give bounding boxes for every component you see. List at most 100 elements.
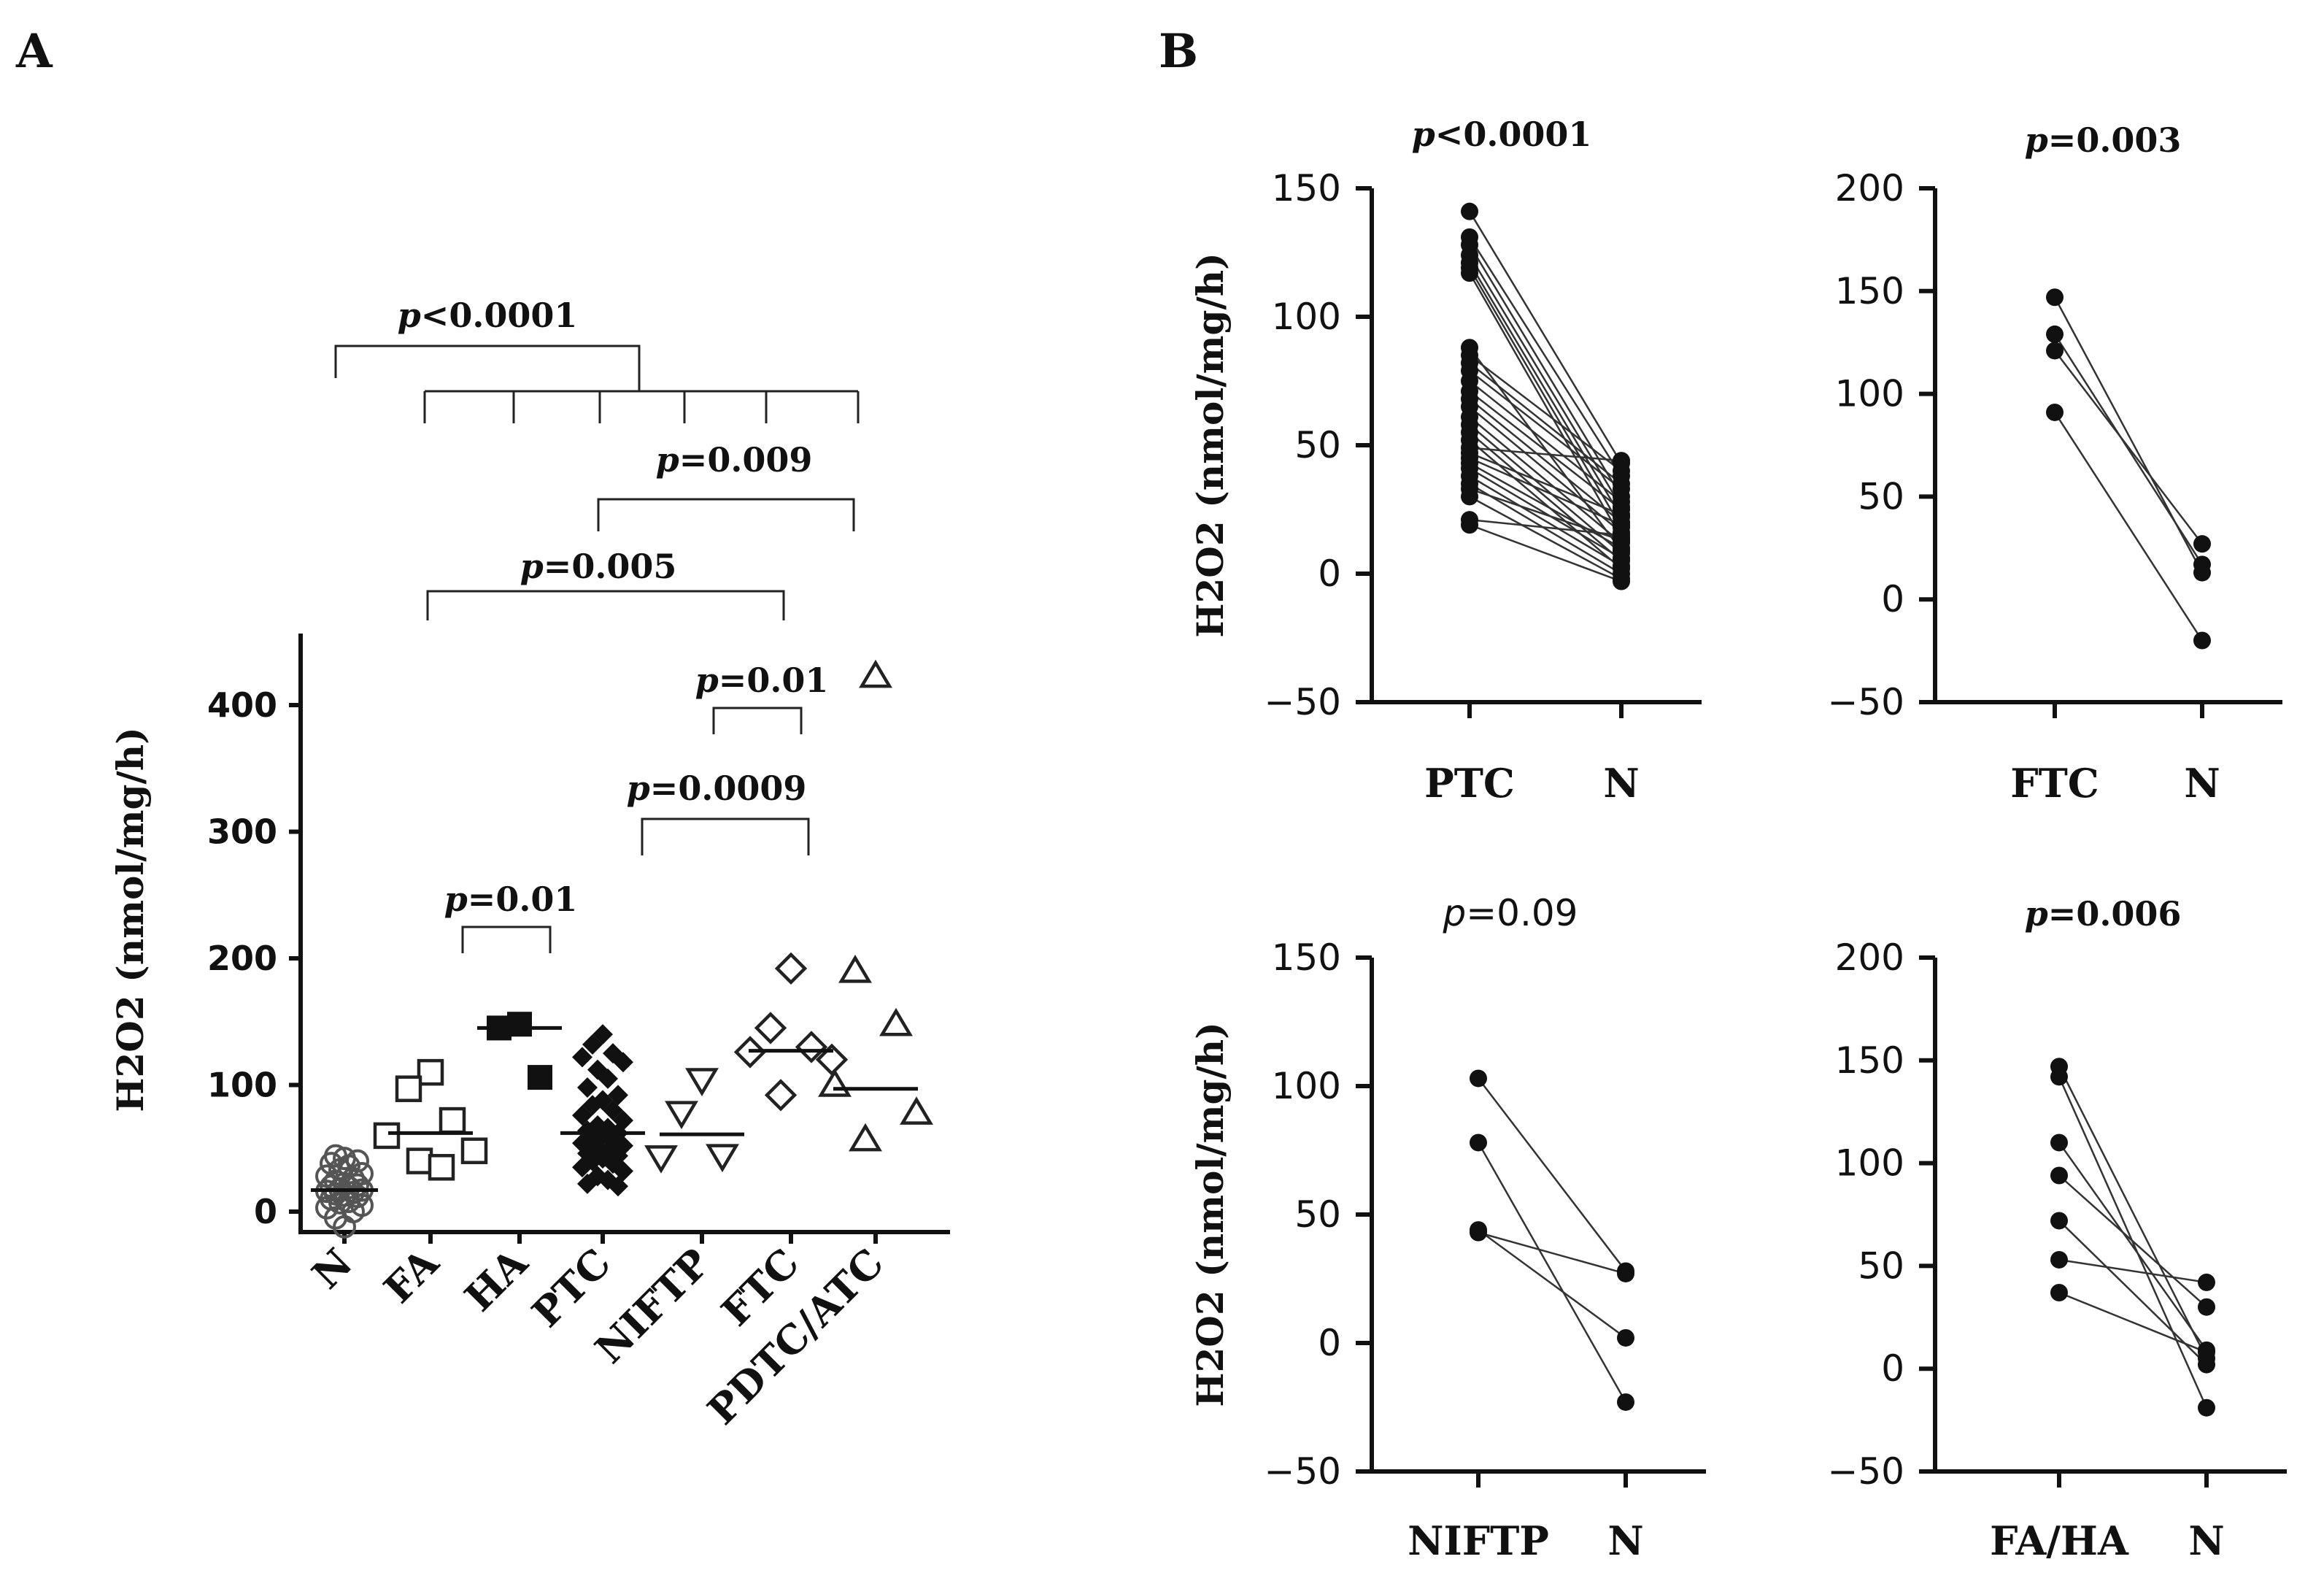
b-pair-line — [1478, 1231, 1626, 1275]
a-ytick-label: 200 — [207, 939, 277, 978]
b-ytick-label: 50 — [1294, 1193, 1341, 1236]
a-comparison-bracket — [334, 345, 641, 378]
b-xcat-label: N — [1603, 760, 1639, 807]
a-xcat-label: N — [303, 1239, 361, 1298]
b-pair-line — [1469, 354, 1622, 472]
b-pair-line — [1469, 462, 1622, 549]
a-comparison-pvalue-p: p — [695, 661, 719, 700]
b-pair-line — [1469, 467, 1622, 559]
b-point-tumor — [2050, 1212, 2068, 1230]
b-ytick-label: 50 — [1858, 1244, 1904, 1287]
b-pair-line — [1469, 416, 1622, 544]
b-pair-line — [2058, 1066, 2208, 1359]
b-ytick-label: 0 — [1881, 1347, 1904, 1390]
b-title-pvalue-rest: =0.006 — [2048, 894, 2182, 934]
a-point-open-triangle-down — [706, 1144, 739, 1173]
a-point-open-triangle-down — [644, 1145, 678, 1174]
b-point-tumor — [2046, 342, 2064, 360]
b-pair-line — [1477, 1142, 1627, 1403]
a-point-open-diamond — [754, 1012, 787, 1044]
a-xcat-label: FA — [374, 1239, 448, 1312]
b-title-pvalue-rest: =0.09 — [1466, 892, 1578, 934]
a-ytick-label: 0 — [254, 1192, 277, 1231]
b-point-tumor — [2050, 1166, 2068, 1185]
a-comparison-pvalue: p=0.01 — [444, 880, 578, 919]
a-comparison-pvalue-rest: =0.009 — [679, 440, 813, 480]
b-point-normal — [1617, 1328, 1634, 1347]
a-comparison-pvalue-p: p — [656, 440, 679, 480]
b-pair-line — [2053, 334, 2204, 566]
b-ytick-label: −50 — [1827, 681, 1904, 723]
a-ytick-label: 400 — [207, 685, 277, 725]
b-ytick-label: 200 — [1835, 936, 1904, 979]
b-pair-line — [1469, 475, 1622, 567]
b-axes — [1933, 188, 2282, 704]
b-point-tumor — [1470, 1223, 1487, 1242]
a-point-open-square — [406, 1147, 433, 1174]
b-pair-line — [1469, 406, 1622, 534]
b-ytick-label: 150 — [1272, 936, 1341, 979]
a-comparison-pvalue-rest: =0.0009 — [650, 769, 807, 808]
b-point-normal — [2193, 535, 2211, 553]
b-pair-line — [1468, 272, 1623, 539]
a-point-filled-diamond — [577, 1173, 598, 1194]
b-point-tumor — [2046, 288, 2064, 307]
a-comparison-pvalue: p=0.0009 — [627, 769, 807, 808]
a-point-filled-diamond — [577, 1077, 598, 1098]
a-point-filled-diamond — [613, 1052, 633, 1073]
a-point-open-square — [373, 1122, 401, 1150]
a-point-filled-diamond — [598, 1068, 618, 1089]
b-pair-line — [1469, 496, 1622, 580]
a-point-open-circle — [315, 1164, 339, 1188]
b-pair-line — [2053, 412, 2204, 642]
a-point-open-triangle-up — [879, 1007, 913, 1036]
b-pair-line — [2058, 1174, 2207, 1308]
a-point-open-triangle-up — [900, 1096, 933, 1125]
b-pair-line — [1469, 369, 1622, 490]
a-point-open-square — [417, 1058, 444, 1086]
b-point-normal — [2198, 1398, 2215, 1417]
a-point-filled-square — [528, 1065, 552, 1090]
a-comparison-pvalue-p: p — [627, 769, 650, 808]
b-pair-line — [1469, 431, 1622, 562]
a-point-open-diamond — [764, 1079, 798, 1112]
b-point-normal — [1617, 1264, 1634, 1282]
b-pair-line — [2058, 1142, 2208, 1351]
a-point-open-triangle-up — [818, 1069, 852, 1097]
a-point-open-square — [395, 1075, 422, 1102]
b-title-pvalue-p: p — [2025, 894, 2048, 934]
a-point-filled-diamond — [582, 1034, 603, 1055]
a-point-open-diamond — [815, 1043, 849, 1076]
b-ytick-label: 100 — [1272, 296, 1341, 338]
a-ytick-label: 100 — [207, 1066, 277, 1105]
b-xcat-label: PTC — [1424, 760, 1515, 807]
a-point-open-square — [428, 1154, 455, 1181]
b-title-pvalue: p=0.003 — [2025, 120, 2182, 160]
a-point-open-diamond — [774, 952, 808, 985]
a-point-filled-diamond — [572, 1047, 592, 1068]
b-point-normal — [1613, 480, 1630, 498]
b-title-pvalue: p=0.006 — [2025, 894, 2182, 934]
b-title-pvalue: p=0.09 — [1443, 892, 1578, 934]
b-pair-line — [1468, 254, 1623, 508]
b-pair-line — [1469, 380, 1622, 503]
b-xcat-label: N — [2184, 760, 2220, 807]
panel-label-b: B — [1159, 24, 1198, 79]
a-comparison-bracket — [641, 817, 810, 855]
b-pair-line — [1468, 267, 1623, 528]
b-point-tumor — [1461, 264, 1478, 282]
a-point-open-square — [460, 1137, 488, 1164]
b-title-pvalue-rest: =0.003 — [2048, 120, 2182, 160]
b-ytick-label: 100 — [1272, 1065, 1341, 1107]
b-pair-line — [1469, 398, 1622, 523]
b-ytick-label: 150 — [1272, 167, 1341, 209]
b-point-tumor — [1461, 488, 1478, 506]
b-title-pvalue: p<0.0001 — [1412, 115, 1592, 154]
b-point-tumor — [2050, 1068, 2068, 1086]
b-pair-line — [1469, 457, 1622, 526]
b-title-pvalue-p: p — [2025, 120, 2048, 160]
b-point-normal — [2198, 1343, 2215, 1361]
b-xcat-label: NIFTP — [1408, 1517, 1549, 1564]
